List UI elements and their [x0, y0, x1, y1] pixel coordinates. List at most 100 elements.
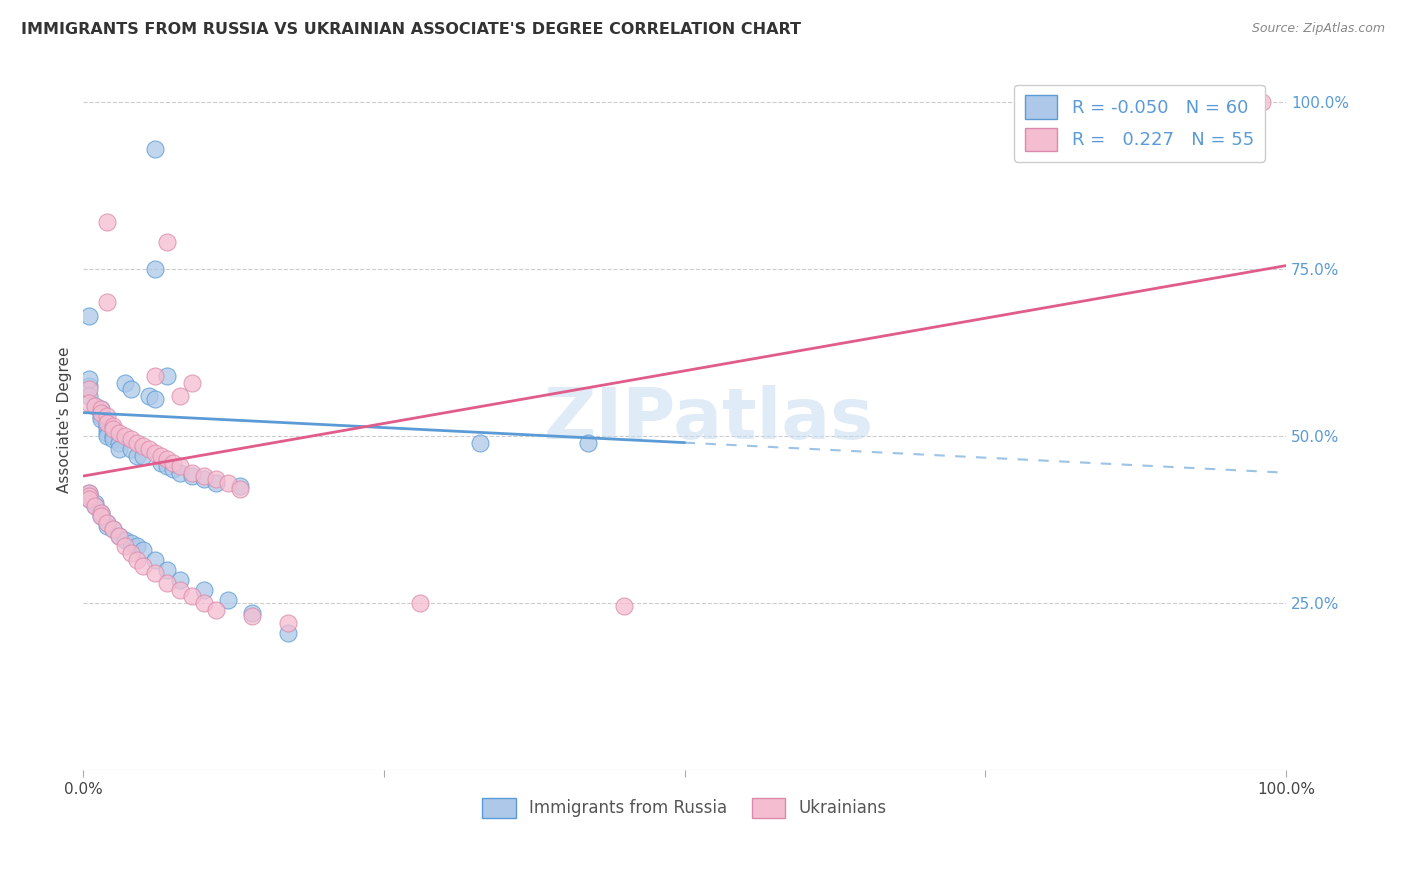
- Point: [138, 389, 160, 403]
- Point: [204, 475, 226, 490]
- Point: [90, 506, 112, 520]
- Point: [145, 552, 167, 566]
- Point: [132, 542, 155, 557]
- Point: [156, 452, 179, 467]
- Point: [96, 295, 118, 310]
- Point: [169, 466, 191, 480]
- Point: [79, 492, 101, 507]
- Point: [156, 563, 179, 577]
- Point: [96, 516, 118, 530]
- Point: [169, 458, 191, 473]
- Point: [169, 582, 191, 597]
- Point: [90, 402, 112, 417]
- Text: IMMIGRANTS FROM RUSSIA VS UKRAINIAN ASSOCIATE'S DEGREE CORRELATION CHART: IMMIGRANTS FROM RUSSIA VS UKRAINIAN ASSO…: [21, 22, 801, 37]
- Point: [127, 435, 149, 450]
- Point: [90, 509, 112, 524]
- Point: [162, 462, 184, 476]
- Point: [103, 422, 125, 436]
- Point: [277, 615, 299, 630]
- Point: [103, 432, 125, 446]
- Point: [79, 309, 101, 323]
- Point: [162, 456, 184, 470]
- Point: [145, 566, 167, 580]
- Point: [79, 492, 101, 507]
- Point: [217, 475, 239, 490]
- Point: [84, 399, 107, 413]
- Text: Source: ZipAtlas.com: Source: ZipAtlas.com: [1251, 22, 1385, 36]
- Point: [96, 416, 118, 430]
- Point: [79, 489, 101, 503]
- Point: [127, 449, 149, 463]
- Point: [96, 519, 118, 533]
- Point: [108, 435, 131, 450]
- Point: [79, 489, 101, 503]
- Point: [240, 609, 263, 624]
- Point: [217, 592, 239, 607]
- Point: [127, 539, 149, 553]
- Text: ZIPatlas: ZIPatlas: [544, 384, 873, 454]
- Point: [193, 472, 215, 486]
- Point: [156, 576, 179, 591]
- Point: [145, 445, 167, 459]
- Point: [132, 449, 155, 463]
- Point: [108, 529, 131, 543]
- Point: [204, 602, 226, 616]
- Point: [132, 559, 155, 574]
- Point: [470, 435, 492, 450]
- Point: [180, 589, 202, 603]
- Point: [150, 449, 173, 463]
- Point: [277, 626, 299, 640]
- Point: [96, 409, 118, 423]
- Point: [120, 442, 142, 457]
- Point: [79, 485, 101, 500]
- Point: [90, 406, 112, 420]
- Point: [180, 376, 202, 390]
- Point: [79, 372, 101, 386]
- Point: [90, 409, 112, 423]
- Point: [108, 529, 131, 543]
- Legend: Immigrants from Russia, Ukrainians: Immigrants from Russia, Ukrainians: [475, 791, 894, 825]
- Point: [114, 533, 136, 547]
- Point: [613, 599, 636, 614]
- Point: [145, 368, 167, 383]
- Point: [84, 499, 107, 513]
- Point: [79, 382, 101, 396]
- Point: [145, 262, 167, 277]
- Point: [79, 379, 101, 393]
- Point: [90, 406, 112, 420]
- Point: [150, 456, 173, 470]
- Y-axis label: Associate's Degree: Associate's Degree: [58, 346, 72, 492]
- Point: [120, 382, 142, 396]
- Point: [103, 419, 125, 434]
- Point: [169, 389, 191, 403]
- Point: [103, 429, 125, 443]
- Point: [96, 429, 118, 443]
- Point: [132, 439, 155, 453]
- Point: [114, 429, 136, 443]
- Point: [228, 479, 250, 493]
- Point: [193, 582, 215, 597]
- Point: [96, 425, 118, 440]
- Point: [193, 469, 215, 483]
- Point: [84, 399, 107, 413]
- Point: [79, 389, 101, 403]
- Point: [138, 442, 160, 457]
- Point: [84, 496, 107, 510]
- Point: [145, 392, 167, 407]
- Point: [79, 395, 101, 409]
- Point: [103, 523, 125, 537]
- Point: [90, 509, 112, 524]
- Point: [90, 412, 112, 426]
- Point: [120, 432, 142, 446]
- Point: [96, 422, 118, 436]
- Point: [90, 506, 112, 520]
- Point: [156, 458, 179, 473]
- Point: [156, 235, 179, 250]
- Point: [90, 402, 112, 417]
- Point: [578, 435, 600, 450]
- Point: [120, 536, 142, 550]
- Point: [79, 485, 101, 500]
- Point: [145, 142, 167, 156]
- Point: [240, 606, 263, 620]
- Point: [108, 425, 131, 440]
